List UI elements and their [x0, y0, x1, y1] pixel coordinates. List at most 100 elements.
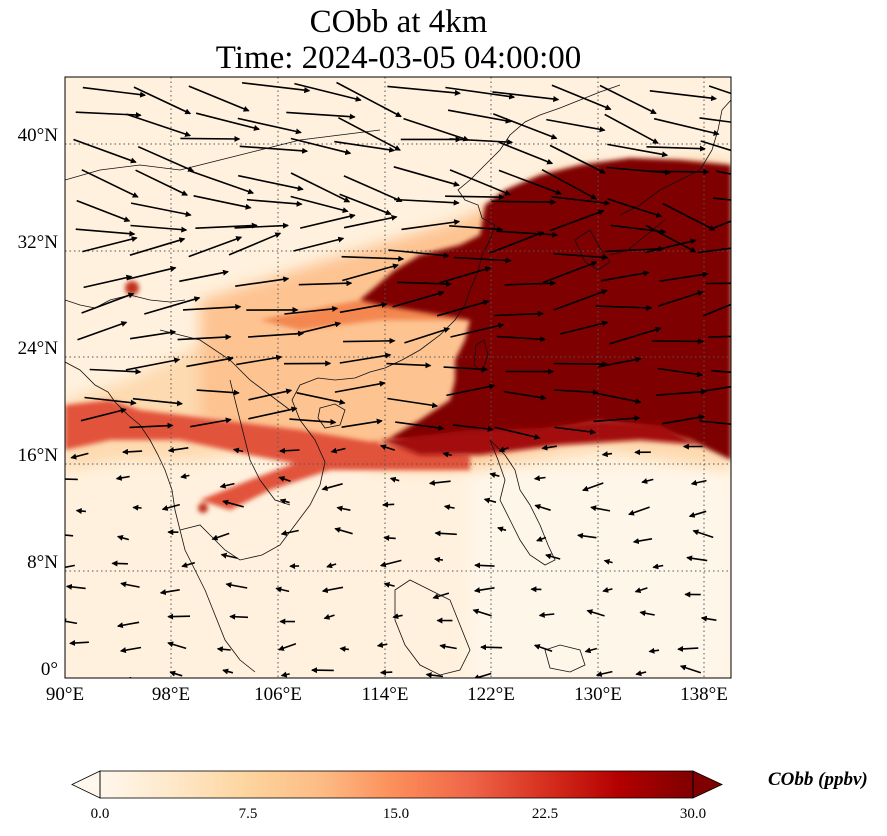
wind-arrow [395, 421, 445, 431]
colorbar-tick-22-5: 22.5 [531, 806, 559, 822]
wind-arrow [238, 174, 304, 192]
wind-arrow [339, 646, 349, 653]
wind-arrow [386, 362, 432, 369]
wind-arrow [65, 476, 78, 483]
wind-arrow [242, 82, 311, 94]
wind-arrow [534, 504, 551, 511]
colorbar-tick-7-5: 7.5 [238, 806, 258, 822]
wind-arrow [538, 611, 555, 618]
wind-arrow [286, 111, 356, 120]
wind-arrow [438, 266, 492, 284]
wind-arrow [554, 426, 597, 435]
lat-tick-24n: 24°N [17, 338, 58, 359]
chart-title: CObb at 4km [309, 4, 488, 40]
wind-arrow [603, 558, 613, 565]
colorbar-extend-max [692, 770, 723, 799]
wind-arrow [336, 505, 351, 512]
wind-arrow [433, 556, 444, 563]
wind-arrow [180, 135, 241, 142]
wind-arrow [449, 138, 514, 146]
wind-arrow [278, 476, 291, 483]
wind-arrow [599, 84, 657, 115]
wind-arrow [586, 609, 605, 617]
wind-arrow [600, 270, 650, 282]
wind-arrow [76, 199, 131, 222]
wind-arrow [711, 369, 731, 374]
wind-arrow [379, 559, 402, 568]
wind-arrow [449, 169, 511, 196]
wind-arrow [70, 452, 89, 460]
wind-arrow [341, 418, 383, 428]
wind-arrow [394, 198, 460, 206]
wind-arrow [161, 503, 181, 511]
wind-arrow [699, 420, 731, 426]
wind-arrow [387, 85, 461, 96]
wind-arrow [119, 646, 142, 654]
wind-arrow [179, 269, 229, 283]
wind-arrow [493, 310, 544, 317]
wind-arrow [195, 222, 258, 229]
wind-arrow [196, 389, 240, 396]
wind-arrow [504, 280, 557, 287]
wind-arrow [132, 504, 142, 511]
wind-arrow [493, 113, 558, 140]
wind-arrow [489, 472, 500, 478]
wind-arrow [339, 301, 388, 314]
wind-arrow [343, 214, 398, 229]
wind-arrow [116, 534, 130, 541]
wind-arrow [657, 367, 704, 378]
wind-arrow [382, 501, 395, 508]
wind-arrow [144, 296, 201, 315]
wind-arrow [222, 668, 234, 675]
wind-arrow [498, 446, 509, 453]
wind-arrow [167, 641, 187, 650]
colorbar-label: CObb (ppbv) [768, 769, 868, 790]
wind-arrow [425, 672, 443, 678]
wind-arrow [445, 86, 516, 100]
wind-arrow [604, 245, 665, 253]
wind-arrow [392, 613, 403, 620]
wind-arrow [577, 532, 597, 539]
wind-arrow [392, 290, 445, 308]
wind-arrow [122, 448, 143, 455]
colorbar-tick-0: 0.0 [90, 806, 110, 822]
wind-arrow [708, 335, 731, 338]
wind-arrow [336, 81, 402, 118]
wind-arrow [334, 140, 396, 153]
wind-arrow [595, 392, 642, 405]
wind-arrow [75, 508, 86, 515]
wind-arrow [397, 280, 453, 287]
wind-arrow [169, 670, 183, 677]
wind-arrow [645, 238, 697, 254]
wind-arrow [120, 581, 140, 588]
wind-arrow [646, 145, 706, 152]
wind-arrow [89, 368, 142, 375]
wind-arrow [553, 361, 609, 368]
wind-arrow [130, 224, 188, 233]
lat-tick-32n: 32°N [17, 232, 58, 253]
wind-arrow [692, 529, 714, 539]
wind-arrow [379, 669, 393, 676]
wind-arrow [279, 498, 290, 505]
wind-arrow [115, 474, 130, 481]
wind-arrow [130, 202, 192, 217]
wind-arrow [483, 497, 497, 504]
wind-arrow [645, 224, 697, 253]
wind-arrow [216, 646, 231, 653]
wind-arrow [533, 475, 546, 482]
wind-arrow [634, 587, 648, 594]
wind-arrow [137, 145, 195, 172]
lon-tick-114e: 114°E [361, 684, 409, 705]
wind-arrow [383, 581, 395, 588]
wind-arrow [65, 618, 78, 625]
wind-arrow [80, 407, 127, 422]
wind-arrow [497, 526, 507, 533]
wind-arrow [132, 397, 183, 407]
wind-arrow [447, 109, 512, 124]
wind-arrow [343, 175, 403, 203]
wind-arrow [338, 116, 401, 151]
wind-arrow [498, 141, 554, 165]
wind-arrow [452, 424, 494, 432]
wind-arrow [75, 228, 136, 237]
lon-tick-106e: 106°E [254, 684, 302, 705]
